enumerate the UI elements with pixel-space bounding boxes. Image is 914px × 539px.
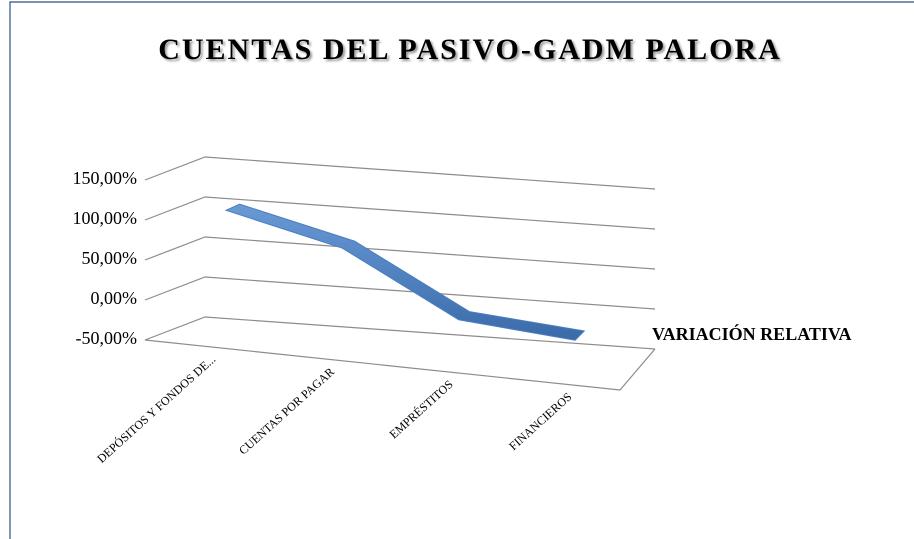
grid-line	[144, 156, 656, 190]
floor-edge	[144, 339, 656, 391]
grid-line	[144, 196, 656, 230]
chart-title: CUENTAS DEL PASIVO-GADM PALORA	[158, 33, 782, 66]
grid-line	[144, 316, 656, 350]
x-tick-label: FINANCIEROS	[506, 390, 574, 453]
y-tick-label: 50,00%	[82, 248, 138, 268]
x-tick-label: CUENTAS POR PAGAR	[236, 365, 337, 458]
x-tick-label: DEPÓSITOS Y FONDOS DE...	[94, 352, 218, 466]
legend-label: VARIACIÓN RELATIVA	[652, 323, 852, 344]
grid-line	[144, 236, 656, 270]
x-tick-label: EMPRÉSTITOS	[387, 377, 456, 441]
y-tick-label: -50,00%	[76, 328, 138, 348]
grid-line	[144, 276, 656, 310]
chart-border	[9, 1, 914, 539]
y-tick-label: 100,00%	[73, 208, 138, 228]
y-tick-label: 150,00%	[73, 168, 138, 188]
y-tick-label: 0,00%	[91, 288, 138, 308]
line-ribbon	[224, 203, 586, 341]
